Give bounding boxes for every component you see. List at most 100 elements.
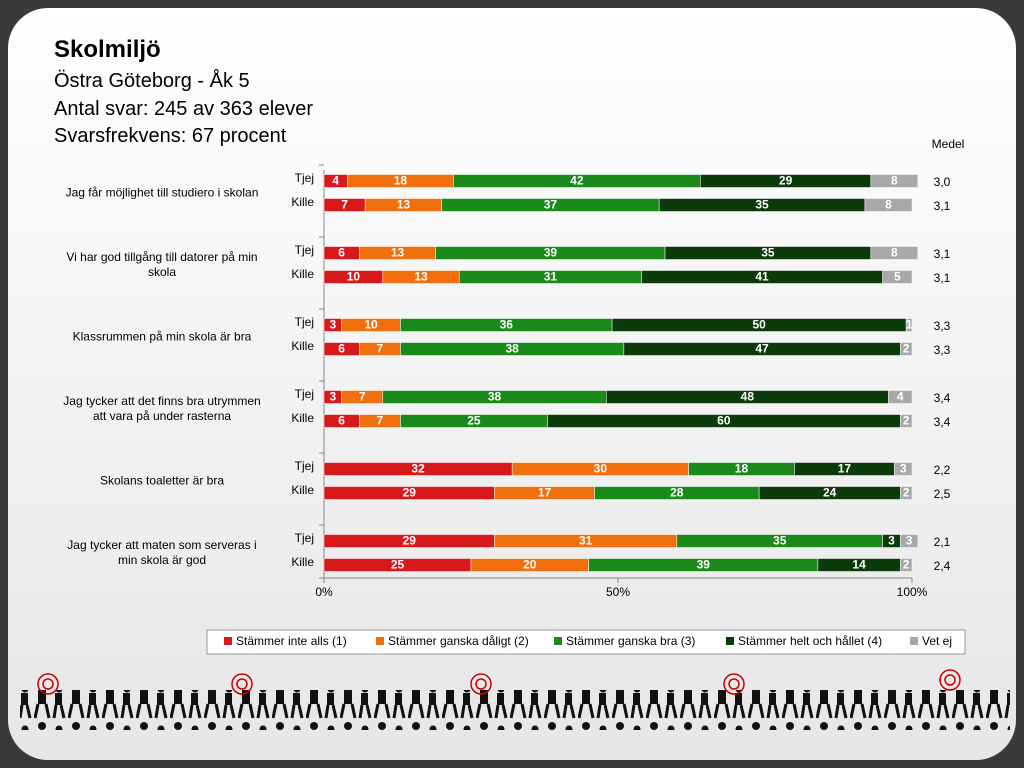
data-label: 10 [347,270,361,284]
medel-value: 2,2 [934,463,951,477]
subtitle: Antal svar: 245 av 363 elever [54,98,314,120]
category-label: Tjej [295,459,314,473]
data-label: 24 [823,486,837,500]
data-label: 28 [670,486,684,500]
data-label: 7 [377,414,384,428]
data-label: 48 [741,390,755,404]
data-label: 13 [391,246,405,260]
bar-segment [899,534,919,548]
data-label: 7 [359,390,366,404]
data-label: 29 [403,486,417,500]
legend-box [206,629,966,655]
medel-value: 3,3 [934,319,951,333]
data-label: 31 [579,534,593,548]
data-label: 35 [755,198,769,212]
bar-segment [899,486,913,500]
medel-value: 3,4 [934,391,951,405]
data-label: 3 [329,390,336,404]
data-label: 38 [488,390,502,404]
data-label: 13 [397,198,411,212]
subtitle: Svarsfrekvens: 67 procent [54,125,287,147]
data-label: 3 [906,534,913,548]
legend-swatch [910,637,918,645]
data-label: 4 [332,174,339,188]
legend-label: Stämmer ganska dåligt (2) [388,634,529,648]
data-label: 3 [900,462,907,476]
category-label: Tjej [295,315,314,329]
category-label: Kille [291,339,314,353]
category-label: Kille [291,411,314,425]
data-label: 8 [885,198,892,212]
data-label: 29 [403,534,417,548]
question-label: Skolans toaletter är bra [99,473,225,488]
legend-label: Stämmer ganska bra (3) [566,634,695,648]
category-label: Kille [291,195,314,209]
data-label: 7 [377,342,384,356]
legend-swatch [554,637,562,645]
data-label: 6 [338,342,345,356]
medel-value: 3,3 [934,343,951,357]
medel-value: 2,4 [934,559,951,573]
data-label: 2 [903,558,910,572]
question-label: Klassrummen på min skola är bra [72,329,252,344]
bar-segment [905,318,913,332]
subtitle: Östra Göteborg - Åk 5 [54,70,250,92]
x-tick-label: 0% [315,585,333,599]
data-label: 2 [903,414,910,428]
data-label: 8 [891,174,898,188]
data-label: 7 [341,198,348,212]
question-label: Jag får möjlighet till studiero i skolan [65,185,259,200]
data-label: 35 [761,246,775,260]
bar-segment [888,390,913,404]
medel-value: 3,4 [934,415,951,429]
x-tick-label: 50% [606,585,630,599]
legend-swatch [376,637,384,645]
data-label: 37 [544,198,558,212]
category-label: Tjej [295,531,314,545]
medel-value: 3,1 [934,199,951,213]
category-label: Tjej [295,387,314,401]
data-label: 50 [752,318,766,332]
data-label: 39 [697,558,711,572]
data-label: 35 [773,534,787,548]
data-label: 42 [570,174,584,188]
data-label: 6 [338,246,345,260]
data-label: 60 [717,414,731,428]
category-label: Tjej [295,171,314,185]
data-label: 30 [594,462,608,476]
data-label: 2 [903,342,910,356]
bar-segment [882,270,913,284]
data-label: 14 [852,558,866,572]
data-label: 17 [538,486,552,500]
category-label: Kille [291,483,314,497]
data-label: 18 [394,174,408,188]
data-label: 8 [891,246,898,260]
bar-segment [870,246,919,260]
medel-value: 2,5 [934,487,951,501]
targets [37,669,961,695]
bar-segment [899,558,913,572]
data-label: 3 [888,534,895,548]
data-label: 25 [467,414,481,428]
data-label: 38 [505,342,519,356]
bar-segment [864,198,913,212]
data-label: 6 [338,414,345,428]
category-label: Tjej [295,243,314,257]
bar-segment [870,174,919,188]
legend-label: Vet ej [922,634,952,648]
data-label: 32 [411,462,425,476]
data-label: 1 [906,318,913,332]
data-label: 3 [329,318,336,332]
data-label: 18 [735,462,749,476]
data-label: 41 [755,270,769,284]
medel-value: 3,1 [934,247,951,261]
data-label: 36 [500,318,514,332]
data-label: 25 [391,558,405,572]
data-label: 20 [523,558,537,572]
medel-value: 3,0 [934,175,951,189]
data-label: 2 [903,486,910,500]
bar-segment [899,414,913,428]
bar-segment [894,462,913,476]
legend-label: Stämmer inte alls (1) [236,634,347,648]
data-label: 5 [894,270,901,284]
